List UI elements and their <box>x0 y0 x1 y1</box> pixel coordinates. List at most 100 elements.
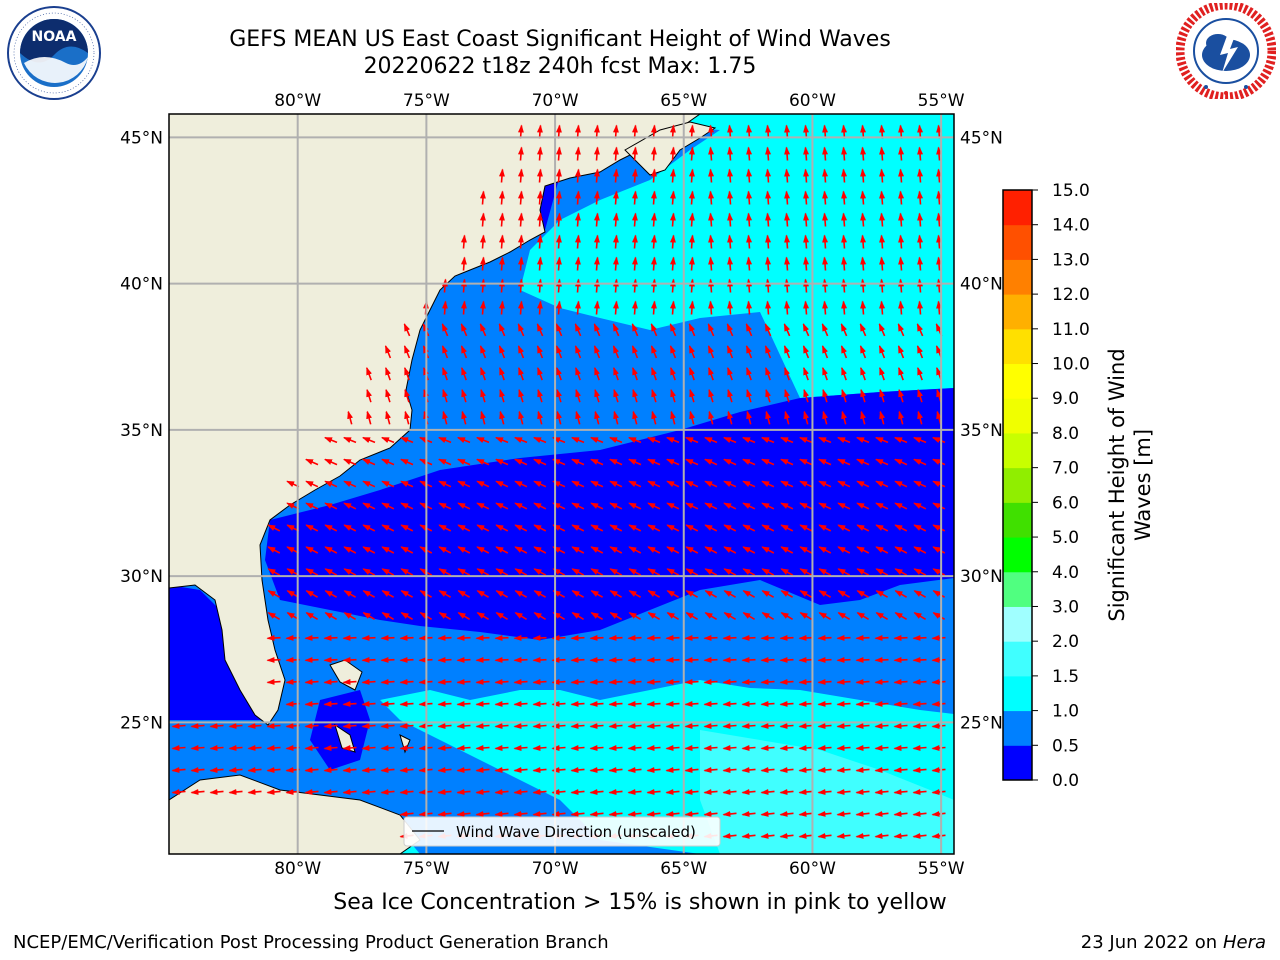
wave-direction-arrow <box>760 656 775 663</box>
wave-direction-arrow <box>400 436 414 444</box>
wave-direction-arrow <box>860 278 867 293</box>
wave-direction-arrow <box>555 323 563 337</box>
wave-direction-arrow <box>765 278 772 293</box>
wave-direction-arrow <box>931 832 946 839</box>
wave-direction-arrow <box>708 256 715 271</box>
wave-direction-arrow <box>457 568 471 576</box>
wave-direction-arrow <box>685 436 699 444</box>
wave-direction-arrow <box>612 190 619 205</box>
wave-direction-arrow <box>305 612 319 620</box>
wave-direction-arrow <box>818 458 832 466</box>
wave-direction-arrow <box>305 480 319 488</box>
wave-direction-arrow <box>498 190 505 205</box>
wave-direction-arrow <box>704 480 718 488</box>
wave-direction-arrow <box>875 458 889 466</box>
wave-direction-arrow <box>707 323 715 337</box>
wave-direction-arrow <box>403 345 411 359</box>
wave-direction-arrow <box>650 190 657 205</box>
wave-direction-arrow <box>632 410 639 425</box>
wave-direction-arrow <box>818 590 831 598</box>
lon-tick-label-bottom: 65°W <box>660 859 707 879</box>
wave-direction-arrow <box>304 678 319 685</box>
wave-direction-arrow <box>589 656 604 663</box>
wave-direction-arrow <box>837 458 851 466</box>
wave-direction-arrow <box>631 168 638 183</box>
wave-direction-arrow <box>689 410 696 425</box>
wave-direction-arrow <box>209 788 224 795</box>
wave-direction-arrow <box>685 458 699 466</box>
wave-direction-arrow <box>209 744 224 751</box>
wave-direction-arrow <box>894 568 908 576</box>
wave-direction-arrow <box>913 502 927 510</box>
wave-direction-arrow <box>385 366 391 381</box>
wave-direction-arrow <box>400 480 414 488</box>
wave-direction-arrow <box>475 678 490 685</box>
wave-direction-arrow <box>742 502 756 510</box>
wave-direction-arrow <box>342 788 357 795</box>
colorbar-tick-label: 4.0 <box>1052 563 1079 583</box>
wave-direction-arrow <box>570 810 585 817</box>
wave-direction-arrow <box>399 810 414 817</box>
wave-direction-arrow <box>875 546 889 554</box>
wave-direction-arrow <box>936 124 943 139</box>
wave-direction-arrow <box>590 612 604 620</box>
wave-direction-arrow <box>457 546 471 554</box>
wave-direction-arrow <box>171 766 186 773</box>
wave-direction-arrow <box>442 410 449 425</box>
wave-direction-arrow <box>760 832 775 839</box>
wave-direction-arrow <box>647 436 661 444</box>
wave-direction-arrow <box>593 323 601 337</box>
wave-direction-arrow <box>612 323 620 337</box>
wave-direction-arrow <box>893 700 908 707</box>
wave-direction-arrow <box>266 678 281 685</box>
wave-direction-arrow <box>533 480 547 488</box>
wave-direction-arrow <box>742 546 756 554</box>
wave-direction-arrow <box>514 480 528 488</box>
wave-direction-arrow <box>688 256 695 271</box>
colorbar-band <box>1003 641 1032 677</box>
wave-direction-arrow <box>536 234 543 249</box>
wave-direction-arrow <box>761 480 775 488</box>
wave-direction-arrow <box>190 788 205 795</box>
wave-direction-arrow <box>532 788 547 795</box>
wave-direction-arrow <box>936 300 943 315</box>
wave-direction-arrow <box>860 124 867 139</box>
wave-direction-arrow <box>267 568 281 576</box>
wave-direction-arrow <box>670 410 677 425</box>
wave-direction-arrow <box>589 700 604 707</box>
wave-direction-arrow <box>323 678 338 685</box>
wave-direction-arrow <box>856 568 870 576</box>
wave-direction-arrow <box>894 524 908 532</box>
wave-direction-arrow <box>898 168 905 183</box>
wave-direction-arrow <box>532 656 547 663</box>
colorbar-tick-label: 10.0 <box>1052 355 1090 375</box>
wave-direction-arrow <box>404 366 410 381</box>
wave-direction-arrow <box>593 256 600 271</box>
wave-direction-arrow <box>323 744 338 751</box>
wave-direction-arrow <box>437 700 452 707</box>
lon-tick-label-top: 55°W <box>918 91 965 111</box>
wave-direction-arrow <box>837 436 851 444</box>
wave-direction-arrow <box>628 458 642 466</box>
wave-direction-arrow <box>438 524 452 532</box>
wave-direction-arrow <box>822 410 829 425</box>
wave-direction-arrow <box>837 546 851 554</box>
wave-direction-arrow <box>609 590 622 598</box>
wave-direction-arrow <box>765 300 772 315</box>
wave-direction-arrow <box>936 190 943 205</box>
wave-direction-arrow <box>931 788 946 795</box>
wave-direction-arrow <box>780 458 794 466</box>
wave-direction-arrow <box>917 190 924 205</box>
wave-direction-arrow <box>460 323 468 337</box>
wave-direction-arrow <box>670 388 677 403</box>
colorbar-band <box>1003 328 1032 365</box>
wave-direction-arrow <box>479 300 486 315</box>
wave-direction-arrow <box>898 366 904 381</box>
wave-direction-arrow <box>476 480 490 488</box>
wave-direction-arrow <box>708 278 715 293</box>
wave-direction-arrow <box>836 722 851 729</box>
wave-direction-arrow <box>708 212 715 227</box>
wave-direction-arrow <box>608 810 623 817</box>
wave-direction-arrow <box>685 612 699 620</box>
wave-direction-arrow <box>897 323 905 337</box>
